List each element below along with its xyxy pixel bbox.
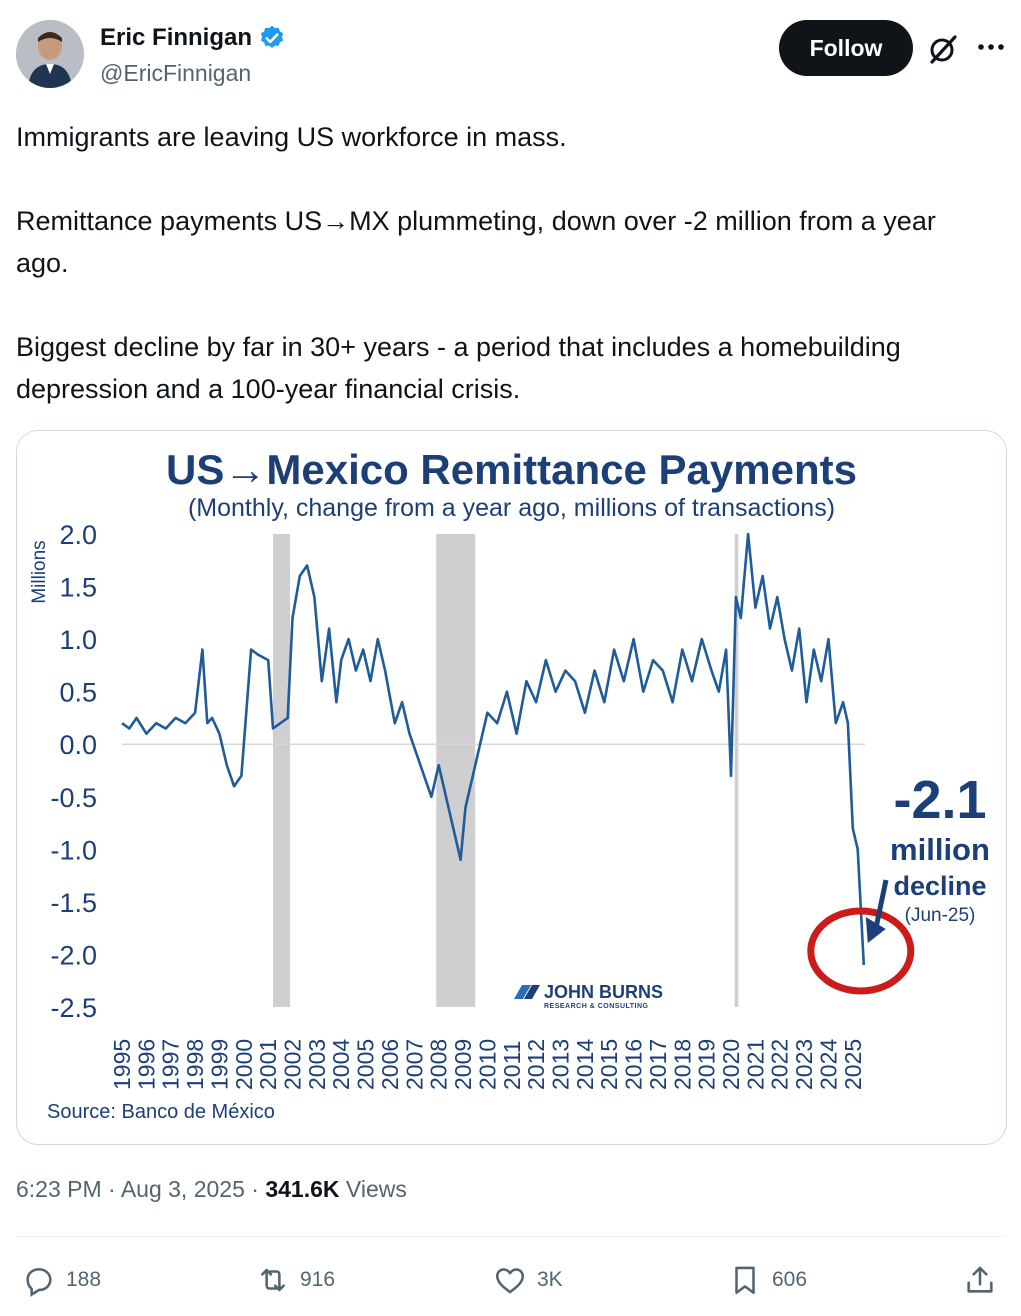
tweet-text: Immigrants are leaving US workforce in m…: [16, 116, 1006, 410]
chart-subtitle: (Monthly, change from a year ago, millio…: [187, 494, 836, 522]
tweet-meta: 6:23 PM · Aug 3, 2025 · 341.6K Views: [16, 1176, 407, 1202]
tweet-media-card[interactable]: [16, 430, 1007, 1145]
heart-icon: [495, 1268, 525, 1294]
avatar-image: [16, 20, 84, 88]
reply-icon: [26, 1268, 52, 1297]
author-handle[interactable]: @EricFinnigan: [100, 60, 252, 86]
bookmark-button[interactable]: 606: [728, 1258, 807, 1302]
tweet-paragraph: Biggest decline by far in 30+ years - a …: [16, 332, 901, 404]
tweet-date[interactable]: Aug 3, 2025: [120, 1176, 245, 1202]
repost-button[interactable]: 916: [256, 1258, 335, 1302]
avatar[interactable]: [16, 20, 84, 88]
share-icon: [967, 1266, 993, 1293]
verified-badge-icon: [260, 25, 284, 48]
author-name[interactable]: Eric Finnigan: [100, 24, 253, 51]
grok-icon[interactable]: [926, 32, 960, 66]
chart-title: US→Mexico Remittance Payments: [166, 446, 857, 493]
views-count: 341.6K: [265, 1176, 340, 1202]
divider: [16, 1236, 1005, 1237]
reply-count: 188: [66, 1268, 102, 1291]
follow-button[interactable]: Follow: [779, 20, 913, 76]
repost-count: 916: [300, 1268, 336, 1291]
like-button[interactable]: 3K: [493, 1258, 563, 1302]
bookmark-icon: [735, 1266, 755, 1295]
reply-button[interactable]: 188: [22, 1258, 101, 1302]
tweet-paragraph: Immigrants are leaving US workforce in m…: [16, 122, 567, 152]
more-icon[interactable]: [974, 30, 1008, 64]
tweet-paragraph: Remittance payments US→MX plummeting, do…: [16, 206, 936, 278]
share-button[interactable]: [963, 1258, 997, 1302]
author-name-row: Eric Finnigan: [100, 24, 286, 52]
views-label: Views: [345, 1176, 407, 1202]
bookmark-count: 606: [772, 1268, 808, 1291]
tweet-time[interactable]: 6:23 PM: [16, 1176, 102, 1202]
repost-icon: [261, 1268, 285, 1292]
like-count: 3K: [537, 1268, 563, 1291]
